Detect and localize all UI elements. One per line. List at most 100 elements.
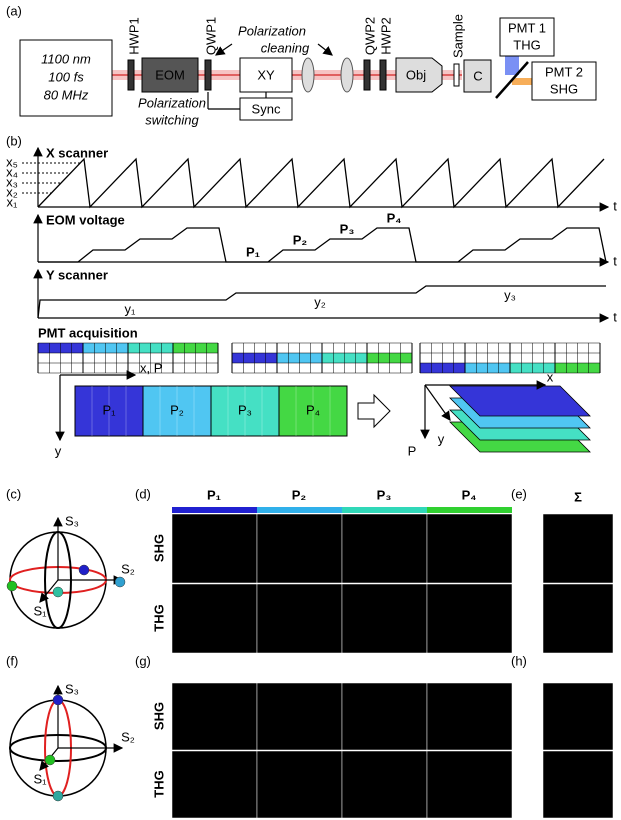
polarization-state [115, 577, 125, 587]
p-label: P₂ [293, 232, 308, 247]
panel-label: (d) [135, 486, 151, 501]
image-background [172, 751, 257, 818]
waveplate [380, 60, 386, 90]
polarization-state [45, 755, 55, 765]
waveplate [128, 60, 134, 90]
shg-label: SHG [550, 81, 578, 96]
image-background [543, 751, 613, 818]
sync-label: Sync [252, 101, 281, 116]
p-label: P₁ [246, 244, 260, 259]
image-background [257, 751, 342, 818]
panel-label: (g) [135, 653, 151, 668]
stokes-label: S₃ [65, 513, 79, 528]
image-background [257, 683, 342, 750]
p-label: P₄ [387, 210, 402, 225]
waveplate [364, 60, 370, 90]
shg-beam [512, 78, 534, 85]
laser-spec: 80 MHz [44, 87, 89, 102]
image-background [342, 514, 427, 583]
image-background [427, 751, 512, 818]
arrow [318, 44, 332, 55]
trace-title: Y scanner [46, 267, 108, 282]
sample [454, 64, 459, 86]
image-background [342, 751, 427, 818]
stokes-label: S₃ [65, 681, 79, 696]
column-header: P₁ [207, 487, 221, 502]
image-background [427, 683, 512, 750]
panel-label: (c) [6, 486, 21, 501]
image-background [342, 683, 427, 750]
p-label: P₁ [102, 402, 116, 417]
row-label: SHG [151, 534, 166, 562]
stokes-label: S₁ [33, 771, 47, 786]
transform-arrow [358, 395, 390, 427]
panel-label: (f) [6, 653, 18, 668]
image-background [172, 683, 257, 750]
y-level-label: y₁ [125, 301, 137, 316]
axis [425, 385, 450, 420]
image-background [427, 514, 512, 583]
column-header: P₄ [462, 487, 477, 502]
switching-label: switching [145, 112, 199, 127]
lens [302, 58, 314, 92]
column-header: P₃ [377, 487, 392, 502]
panel-label: (h) [511, 653, 527, 668]
column-bar [172, 507, 257, 513]
image-background [427, 584, 512, 653]
acquisition-title: PMT acquisition [38, 325, 138, 340]
hwp1-label: HWP1 [126, 17, 141, 55]
polarization-state [79, 565, 89, 575]
eom-trace [38, 228, 606, 262]
qwp1-label: QWP1 [203, 17, 218, 55]
sample-label: Sample [450, 14, 465, 58]
row-label: THG [151, 604, 166, 631]
switching-label: Polarization [138, 95, 206, 110]
image-background [543, 514, 613, 583]
trace-title: X scanner [46, 145, 108, 160]
axis-label: P [408, 443, 417, 458]
waveplate [205, 60, 211, 90]
laser-spec: 100 fs [48, 69, 84, 84]
pmt1-label: PMT 1 [508, 20, 546, 35]
figure: (a)1100 nm100 fs80 MHzHWP1QWP1QWP2HWP2EO… [0, 0, 621, 820]
x-level-label: x₅ [6, 154, 18, 169]
axis-label: y [55, 443, 62, 458]
panel-label: (e) [511, 486, 527, 501]
axis-label: y [438, 431, 445, 446]
t-label: t [613, 309, 617, 324]
image-background [543, 584, 613, 653]
axis-label: x, P [140, 360, 162, 375]
panel-label: (b) [6, 133, 22, 148]
panel-label: (a) [6, 3, 22, 18]
pmt2-label: PMT 2 [545, 64, 583, 79]
x-scanner-trace [38, 159, 604, 207]
column-header: P₂ [292, 487, 307, 502]
trace-title: EOM voltage [46, 212, 125, 227]
polarization-state [53, 587, 63, 597]
xy-label: XY [257, 67, 275, 82]
row-label: THG [151, 770, 166, 797]
image-background [342, 584, 427, 653]
stokes-label: S₂ [121, 561, 135, 576]
obj-label: Obj [406, 67, 426, 82]
polarization-state [53, 791, 63, 801]
image-background [257, 584, 342, 653]
thg-label: THG [513, 37, 540, 52]
axis-label: x [547, 369, 554, 384]
t-label: t [613, 253, 617, 268]
lens [341, 58, 353, 92]
image-background [172, 514, 257, 583]
c-label: C [473, 68, 482, 83]
cleaning-label: cleaning [261, 40, 310, 55]
sum-header: Σ [574, 489, 582, 504]
p-label: P₃ [238, 402, 252, 417]
p-label: P₂ [170, 402, 184, 417]
image-background [257, 514, 342, 583]
stokes-label: S₂ [121, 729, 135, 744]
qwp2-label: QWP2 [362, 17, 377, 55]
row-label: SHG [151, 702, 166, 730]
y-level-label: y₃ [504, 287, 516, 302]
polarization-state [53, 695, 63, 705]
column-bar [427, 507, 512, 513]
stokes-label: S₁ [33, 603, 47, 618]
